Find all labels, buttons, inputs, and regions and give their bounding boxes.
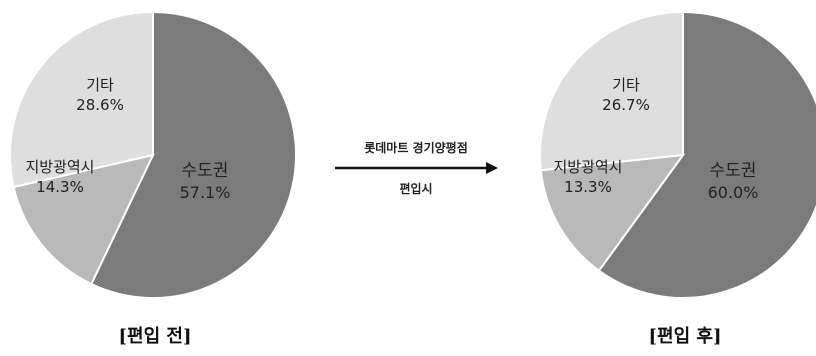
slice-value-others: 26.7% [602,96,650,114]
slice-label-others: 기타 [86,76,114,94]
pie-after: 수도권 60.0% 지방광역시 13.3% 기타 26.7% [539,10,816,299]
slice-value-metro-cities: 13.3% [564,178,612,196]
slice-value-others: 28.6% [76,96,124,114]
slice-value-capital-area: 60.0% [708,183,759,202]
pie-slice-metro-cities [539,153,686,273]
pie-slice-others [9,10,154,189]
pie-before: 수도권 57.1% 지방광역시 14.3% 기타 28.6% [9,10,297,299]
slice-label-metro-cities: 지방광역시 [25,158,94,176]
slice-label-capital-area: 수도권 [710,161,757,181]
pie-slice-others [539,10,684,172]
pie-slice-capital-area [597,10,816,299]
slice-label-capital-area: 수도권 [182,161,229,181]
slice-label-others: 기타 [612,76,640,94]
transition-arrow: 롯데마트 경기양평점 편입시 [335,140,498,196]
slice-value-metro-cities: 14.3% [36,178,84,196]
slice-value-capital-area: 57.1% [180,183,231,202]
transition-top-label: 롯데마트 경기양평점 [364,140,468,155]
pie-slice-capital-area [89,10,297,299]
caption-after: [편입 후] [649,325,722,347]
transition-bottom-label: 편입시 [399,181,432,196]
arrow-head [486,162,498,174]
slice-label-metro-cities: 지방광역시 [553,158,622,176]
pie-slice-metro-cities [12,153,155,286]
caption-before: [편입 전] [119,325,192,347]
